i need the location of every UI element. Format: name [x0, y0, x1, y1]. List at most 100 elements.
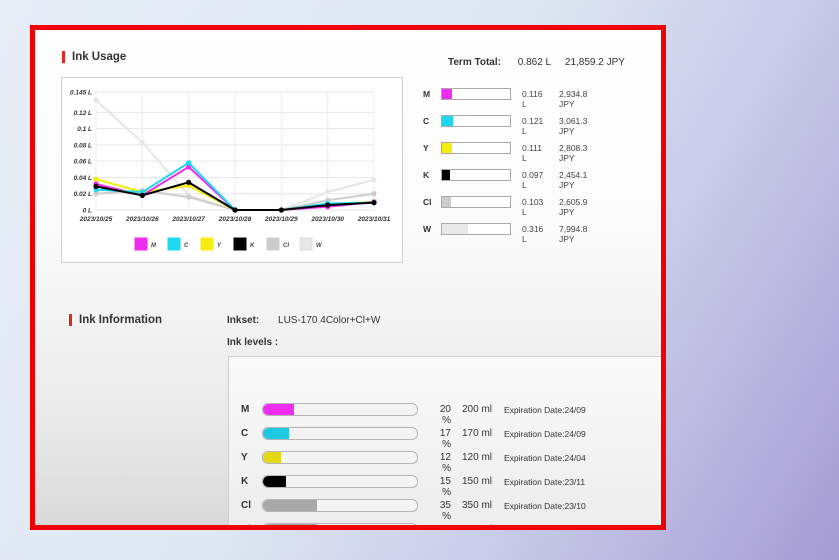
- usage-row-label: K: [423, 170, 430, 180]
- usage-row-volume: 0.097 L: [522, 170, 544, 190]
- y-tick-label: 0 L: [83, 208, 92, 215]
- usage-row-bar-fill: [442, 89, 453, 99]
- series-point-k: [186, 179, 192, 185]
- usage-row-cost: 2,808.3 JPY: [559, 143, 588, 163]
- ink-level-percent: 12 %: [439, 452, 451, 474]
- ink-level-percent: 20 %: [439, 404, 451, 426]
- x-tick-label: 2023/10/28: [218, 216, 252, 223]
- series-point-k: [139, 192, 145, 198]
- ink-level-row-y: Y 12 % 120 ml Expiration Date:24/04: [229, 449, 661, 474]
- ink-level-label: Cl: [241, 524, 251, 530]
- x-tick-label: 2023/10/26: [125, 216, 159, 223]
- ink-level-bar: [262, 427, 418, 440]
- ink-levels-box: M 20 % 200 ml Expiration Date:24/09 C 17 % 170…: [228, 356, 661, 530]
- ink-level-bar-fill: [263, 500, 317, 511]
- series-point-k: [278, 207, 284, 213]
- ink-panel: Ink Usage Term Total: 0.862 L 21,859.2 J…: [30, 25, 666, 530]
- term-total-cost: 21,859.2 JPY: [564, 57, 625, 68]
- usage-row-bar: [441, 196, 511, 208]
- ink-level-row-m: M 20 % 200 ml Expiration Date:24/09: [229, 401, 661, 426]
- legend-swatch-c: [167, 237, 181, 251]
- legend-label-w: W: [316, 243, 323, 249]
- usage-row-bar-fill: [442, 224, 468, 234]
- ink-usage-chart: 0 L 0.02 L 0.04 L 0.06 L 0.08 L 0.1 L 0.12 L 0.…: [61, 77, 403, 263]
- ink-level-label: C: [241, 428, 249, 439]
- ink-level-volume: 120 ml: [462, 452, 493, 463]
- ink-level-row-cl: Cl 35 % 350 ml Expiration Date:23/10: [229, 521, 661, 530]
- usage-row-bar: [441, 142, 511, 154]
- ink-level-bar: [262, 403, 418, 416]
- y-tick-label: 0.06 L: [74, 159, 92, 166]
- y-tick-label: 0.12 L: [74, 110, 92, 117]
- ink-level-percent: 35 %: [439, 524, 451, 530]
- usage-row-cost: 2,605.9 JPY: [559, 197, 588, 217]
- ink-level-bar-fill: [263, 452, 282, 463]
- ink-level-volume: 350 ml: [462, 500, 493, 511]
- term-total: Term Total: 0.862 L 21,859.2 JPY: [448, 57, 636, 68]
- usage-row-bar: [441, 88, 511, 100]
- inkset: Inkset: LUS-170 4Color+Cl+W: [227, 315, 380, 326]
- ink-level-bar: [262, 523, 418, 525]
- y-tick-label: 0.1 L: [77, 126, 92, 133]
- usage-row-volume: 0.116 L: [522, 89, 543, 109]
- usage-row-volume: 0.103 L: [522, 197, 544, 217]
- series-point-w: [139, 139, 145, 146]
- y-tick-label: 0.08 L: [74, 142, 92, 149]
- ink-level-percent: 17 %: [439, 428, 451, 450]
- ink-level-row-k: K 15 % 150 ml Expiration Date:23/11: [229, 473, 661, 498]
- ink-level-percent: 15 %: [439, 476, 451, 498]
- ink-level-bar: [262, 475, 418, 488]
- series-point-k: [325, 202, 331, 208]
- ink-level-bar-fill: [263, 404, 294, 415]
- legend-label-cl: Cl: [283, 243, 289, 249]
- ink-level-row-c: C 17 % 170 ml Expiration Date:24/09: [229, 425, 661, 450]
- series-point-cl: [371, 191, 377, 197]
- ink-level-expiration: Expiration Date:23/10: [504, 501, 586, 511]
- usage-row-bar: [441, 223, 511, 235]
- usage-row-label: M: [423, 89, 431, 99]
- usage-row-cost: 2,454.1 JPY: [559, 170, 588, 190]
- legend-swatch-y: [200, 237, 214, 251]
- ink-usage-title: Ink Usage: [62, 51, 126, 63]
- ink-level-percent: 35 %: [439, 500, 451, 522]
- legend-swatch-cl: [266, 237, 280, 251]
- usage-row-bar-fill: [442, 116, 453, 126]
- series-point-w: [371, 177, 377, 183]
- ink-level-bar-fill: [263, 428, 290, 439]
- legend-swatch-m: [134, 237, 148, 251]
- series-point-k: [232, 207, 238, 213]
- ink-level-row-cl: Cl 35 % 350 ml Expiration Date:23/10: [229, 497, 661, 522]
- x-tick-label: 2023/10/25: [79, 216, 113, 223]
- ink-level-volume: 200 ml: [462, 404, 493, 415]
- legend-label-m: M: [151, 243, 157, 249]
- usage-row-bar-fill: [442, 197, 451, 207]
- legend-label-y: Y: [217, 243, 222, 249]
- usage-row-volume: 0.316 L: [522, 224, 544, 244]
- usage-row-bar: [441, 115, 511, 127]
- usage-row-bar-fill: [442, 143, 452, 153]
- ink-level-bar: [262, 451, 418, 464]
- legend-swatch-w: [299, 237, 313, 251]
- x-tick-label: 2023/10/30: [310, 216, 344, 223]
- ink-level-volume: 150 ml: [462, 476, 493, 487]
- ink-level-expiration: Expiration Date:23/11: [504, 477, 586, 487]
- ink-level-bar: [262, 499, 418, 512]
- series-point-cl: [186, 194, 192, 200]
- legend-swatch-k: [233, 237, 247, 251]
- term-total-volume: 0.862 L: [517, 57, 552, 68]
- y-tick-label: 0.04 L: [74, 175, 92, 182]
- series-point-w: [325, 189, 331, 195]
- usage-row-label: Cl: [423, 197, 432, 207]
- usage-row-label: Y: [423, 143, 429, 153]
- usage-row-bar: [441, 169, 511, 181]
- y-tick-label: 0.02 L: [74, 191, 92, 198]
- series-point-c: [186, 160, 192, 166]
- x-tick-label: 2023/10/27: [171, 216, 205, 223]
- ink-level-expiration: Expiration Date:23/10: [504, 525, 586, 530]
- term-total-label: Term Total:: [448, 57, 501, 68]
- series-point-cl: [93, 191, 99, 197]
- usage-row-volume: 0.111 L: [522, 143, 543, 163]
- series-point-k: [93, 183, 99, 189]
- ink-usage-chart-svg: 0 L 0.02 L 0.04 L 0.06 L 0.08 L 0.1 L 0.12 L 0.…: [70, 90, 391, 251]
- x-tick-label: 2023/10/31: [357, 216, 391, 223]
